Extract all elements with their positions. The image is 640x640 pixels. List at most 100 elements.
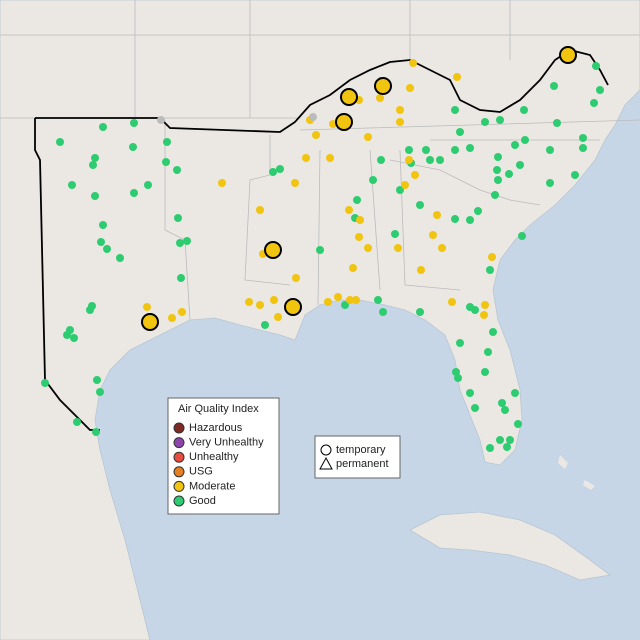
legend-label: Very Unhealthy [189,437,264,449]
site-good [130,119,138,127]
site-good [491,191,499,199]
site-good [494,176,502,184]
site-good [341,301,349,309]
site-good [93,376,101,384]
site-good [63,331,71,339]
site-good [466,303,474,311]
site-good [466,216,474,224]
site-moderate [334,293,342,301]
site-moderate [405,156,413,164]
site-good [514,420,522,428]
site-unknown [157,116,165,124]
site-good [484,348,492,356]
site-good [99,123,107,131]
site-moderate [481,301,489,309]
site-good [97,238,105,246]
site-good [456,128,464,136]
site-moderate [480,311,488,319]
site-moderate [270,296,278,304]
site-good [70,334,78,342]
legend-label: Moderate [189,480,235,492]
circle-symbol [320,444,332,456]
site-moderate [433,211,441,219]
site-good [91,192,99,200]
bahamas [558,455,595,490]
site-good [91,154,99,162]
site-moderate [364,133,372,141]
site-moderate [256,301,264,309]
site-good [41,379,49,387]
triangle-symbol [319,456,333,470]
site-moderate [345,206,353,214]
site-good [493,166,501,174]
site-good [261,321,269,329]
site-good [456,339,464,347]
site-good [511,141,519,149]
site-good [436,156,444,164]
site-good [481,118,489,126]
site-moderate [396,106,404,114]
site-moderate [448,298,456,306]
site-moderate [356,216,364,224]
site-moderate [352,296,360,304]
site-moderate [488,253,496,261]
site-good [494,153,502,161]
legend-label: Unhealthy [189,451,239,463]
site-good [416,308,424,316]
site-good [96,388,104,396]
site-good [518,232,526,240]
site-good [546,146,554,154]
legend-items: Hazardous Very Unhealthy Unhealthy USG Moder… [173,422,264,507]
site-good [486,444,494,452]
legend-label: USG [189,466,213,478]
site-moderate [349,264,357,272]
site-good [451,146,459,154]
site-good [498,399,506,407]
site-good [496,116,504,124]
site-good [503,443,511,451]
site-moderate-large [559,46,577,64]
site-good [466,389,474,397]
site-moderate [376,94,384,102]
site-good [353,196,361,204]
site-moderate [292,274,300,282]
site-moderate [429,231,437,239]
site-good [405,146,413,154]
site-good [391,230,399,238]
site-good [422,146,430,154]
site-good [454,374,462,382]
site-moderate [411,171,419,179]
site-good [571,171,579,179]
site-moderate [178,308,186,316]
site-moderate-large [141,313,159,331]
site-good [316,246,324,254]
site-good [116,254,124,262]
shape-legend-box [314,435,401,479]
legend-swatch [173,495,185,507]
shape-label: temporary [336,444,386,456]
site-moderate [326,154,334,162]
shape-legend: temporary permanent [314,435,401,479]
legend-box [167,397,280,515]
site-good [521,136,529,144]
site-good [174,214,182,222]
site-moderate [143,303,151,311]
site-good [396,186,404,194]
site-moderate [302,154,310,162]
site-good [173,166,181,174]
site-good [592,62,600,70]
site-moderate [324,298,332,306]
site-good [451,215,459,223]
site-good [501,406,509,414]
site-good [103,245,111,253]
site-good [579,134,587,142]
legend-swatch [173,437,185,449]
monitor-sites [41,46,604,452]
aqi-legend: Air Quality Index Hazardous Very Unhealth… [167,397,280,515]
site-unknown [309,113,317,121]
legend-swatch [173,466,185,478]
site-good [73,418,81,426]
legend-label: Hazardous [189,422,243,434]
site-moderate [312,131,320,139]
